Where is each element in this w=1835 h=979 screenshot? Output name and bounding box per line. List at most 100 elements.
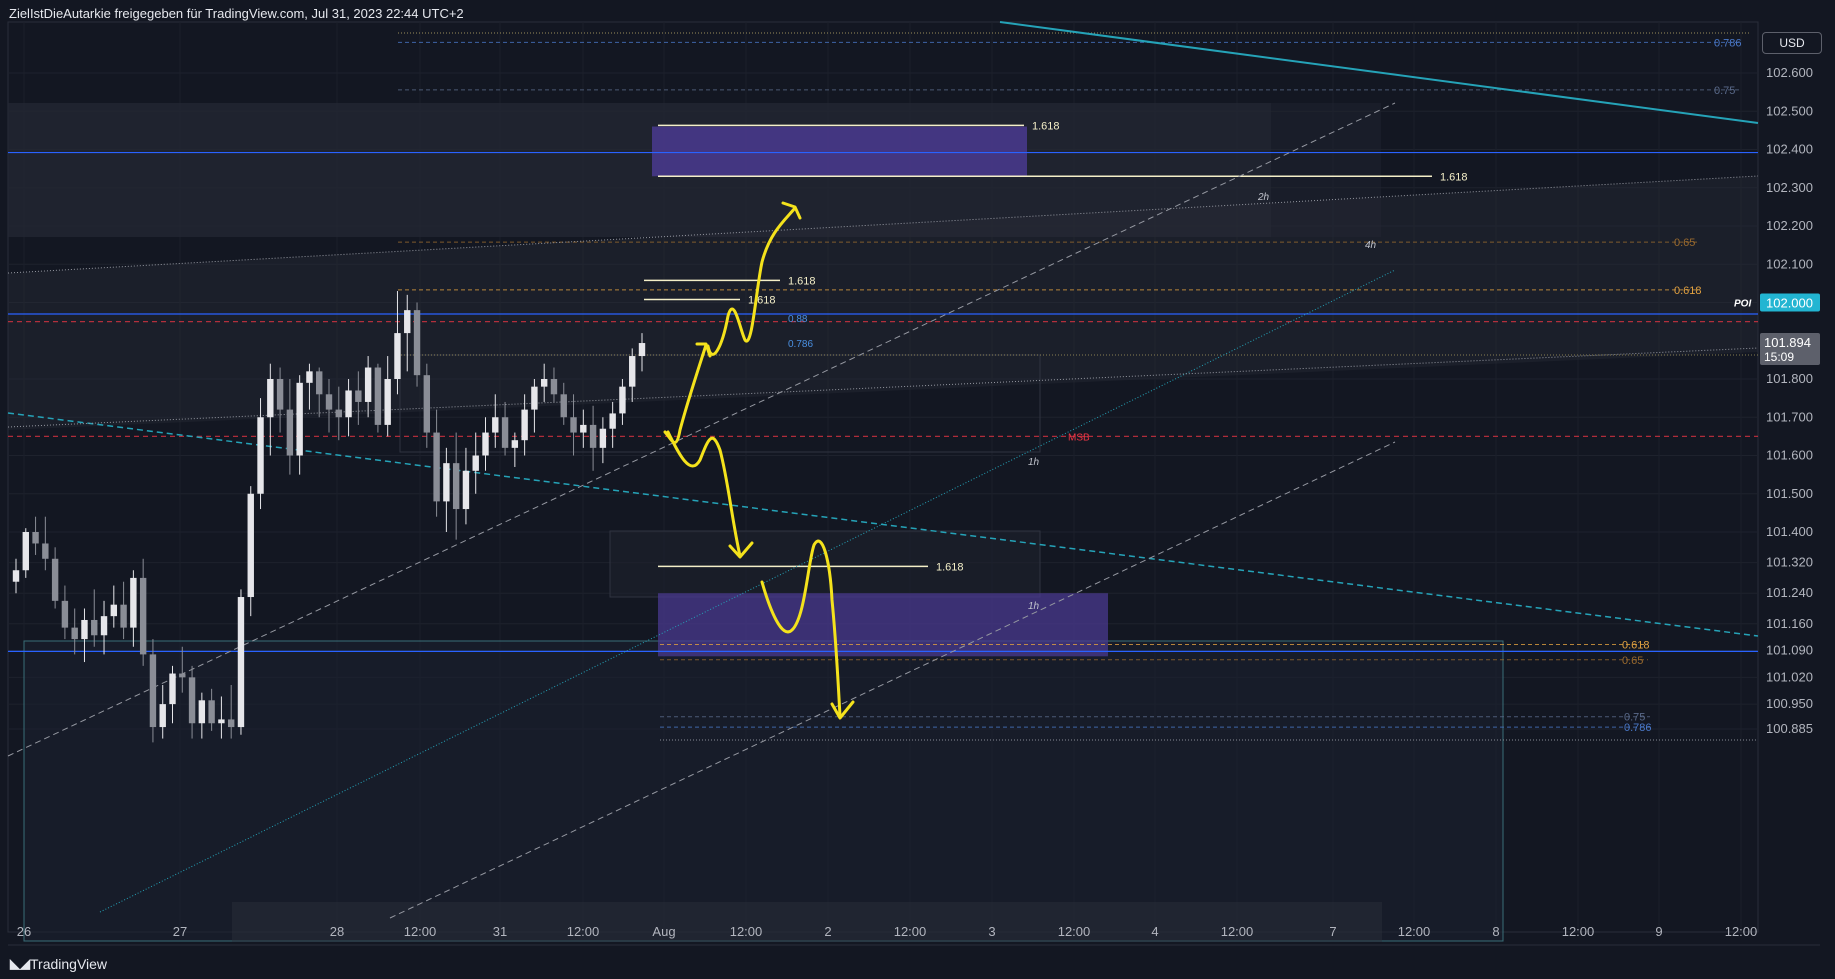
candle-body [364,367,372,402]
time-axis: 26 27 28 12:00 31 12:00 Aug 12:00 2 12:00 3 12:00 4 1… [17,924,1758,939]
fib-label: 0.618 [1622,639,1650,651]
candle-body [492,417,499,433]
candle-body [394,333,401,379]
candle-body [629,356,636,387]
time-tick-label: 31 [493,924,507,939]
zone-lower-target [658,593,1108,657]
timeframe-label: 2h [1257,192,1270,203]
candle-body [110,604,118,617]
poi-price-value: 102.000 [1766,296,1813,311]
time-tick-label: 12:00 [1562,924,1595,939]
candle-body [188,677,196,724]
price-tick-label: 102.400 [1766,142,1813,157]
time-tick-label: 28 [330,924,344,939]
time-tick-label: 2 [824,924,831,939]
price-tick-label: 102.100 [1766,256,1813,271]
price-tick-label: 101.500 [1766,486,1813,501]
candle-body [32,532,39,544]
candle-body [531,386,538,410]
candle-body [51,558,59,601]
candle-body [599,428,607,448]
candle-series [12,291,646,743]
candle-body [286,409,294,456]
currency-button[interactable]: USD [1762,32,1822,54]
candle-body [443,463,450,502]
price-tick-label: 101.600 [1766,448,1813,463]
candle-body [570,417,577,433]
candle-body [374,367,382,425]
candle-body [638,343,646,357]
candle-body [159,704,166,728]
candle-body [501,417,509,448]
extension-label: 1.618 [748,294,776,306]
extension-label: 1.618 [1440,171,1468,183]
chart-header: ZielIstDieAutarkie freigegeben für Tradi… [9,6,464,21]
extension-label: 1.618 [936,561,964,573]
candle-body [227,719,235,728]
candle-body [462,470,470,510]
candle-body [482,432,489,456]
fib-label: 0.65 [1622,655,1643,667]
countdown-value: 15:09 [1764,350,1794,364]
candle-body [609,413,616,429]
candle-body [316,371,323,395]
msb-label: MSB [1068,432,1090,443]
price-tick-label: 101.240 [1766,585,1813,600]
fib-label: 0.65 [1674,237,1695,249]
channel-line-lower [389,441,1396,919]
trendline-teal-upper [999,21,1759,124]
candle-body [120,604,127,628]
small-fib-label: 0.88 [788,314,808,325]
fib-label: 0.75 [1714,85,1735,97]
price-tick-label: 101.700 [1766,409,1813,424]
price-tick-label: 101.400 [1766,524,1813,539]
tradingview-logo-icon: ◣◢ [10,956,30,971]
extension-label: 1.618 [788,275,816,287]
candle-body [423,375,431,433]
price-tick-label: 100.885 [1766,721,1813,736]
annotation-arrow [830,700,855,720]
candle-body [149,654,157,728]
candle-body [560,394,567,418]
price-tick-label: 102.500 [1766,103,1813,118]
candle-body [345,390,352,418]
candle-body [91,619,98,636]
annotation-arrow [781,201,802,220]
time-tick-label: 9 [1655,924,1662,939]
candle-body [61,600,69,628]
candle-body [12,570,20,582]
price-tick-label: 101.090 [1766,643,1813,658]
demand-box [23,640,1504,942]
zone-upper-target [652,126,1027,177]
time-tick-label: 12:00 [1398,924,1431,939]
candle-body [71,627,78,640]
extension-label: 1.618 [1032,120,1060,132]
time-tick-label: 12:00 [404,924,437,939]
time-tick-label: 27 [173,924,187,939]
candle-body [100,616,108,636]
candle-body [22,532,29,571]
fib-label: 0.786 [1714,37,1742,49]
candle-body [472,455,479,471]
fib-label: 0.786 [1624,722,1652,734]
channel-fill [8,176,1758,430]
tradingview-logo[interactable]: ◣◢TradingView [10,956,107,972]
candle-body [580,424,587,433]
time-tick-label: 12:00 [1058,924,1091,939]
candle-body [296,382,303,456]
candle-body [267,379,274,418]
time-tick-label: 8 [1492,924,1499,939]
candle-body [257,417,264,494]
price-tick-label: 101.020 [1766,669,1813,684]
candle-body [355,390,362,402]
last-price-value: 101.894 [1764,335,1811,350]
candle-body [247,493,254,598]
candle-body [521,409,528,441]
price-tick-label: 102.300 [1766,180,1813,195]
annotation-arrow [706,206,797,356]
price-axis: 102.600 102.500 102.400 102.300 102.200 102.1… [1766,65,1813,736]
poi-price-badge [1760,293,1820,312]
candle-body [179,673,186,678]
